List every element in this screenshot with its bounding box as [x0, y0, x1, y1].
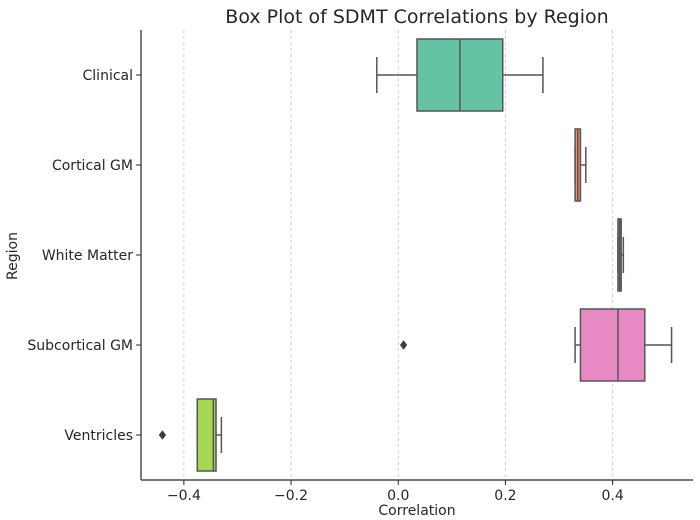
- box-group: [376, 38, 544, 112]
- box-group: [617, 218, 625, 292]
- box-group: [158, 398, 223, 472]
- y-tick-label: Subcortical GM: [27, 338, 133, 354]
- x-tick-label: 0.0: [387, 488, 409, 504]
- outlier-point: [158, 430, 167, 440]
- y-tick-label: Ventricles: [64, 428, 133, 444]
- y-tick-label: White Matter: [42, 248, 133, 264]
- x-tick-label: 0.2: [494, 488, 516, 504]
- grid-layer: [183, 30, 614, 480]
- x-axis-title: Correlation: [378, 503, 455, 519]
- box-layer: [158, 38, 673, 472]
- box-rect: [579, 308, 646, 382]
- chart-title: Box Plot of SDMT Correlations by Region: [225, 6, 608, 28]
- box-group: [574, 128, 587, 202]
- box-group: [399, 308, 673, 382]
- x-tick-label: 0.4: [601, 488, 623, 504]
- y-tick-label: Clinical: [83, 68, 133, 84]
- x-tick-label: −0.4: [167, 488, 201, 504]
- x-tick-label: −0.2: [274, 488, 308, 504]
- y-axis-title: Region: [5, 232, 21, 280]
- box-rect: [196, 398, 217, 472]
- outlier-point: [399, 340, 408, 350]
- y-tick-label: Cortical GM: [52, 158, 133, 174]
- axis-layer: −0.4 −0.2 0.0 0.2 0.4 Clinical Cortical GM Whit…: [27, 30, 693, 504]
